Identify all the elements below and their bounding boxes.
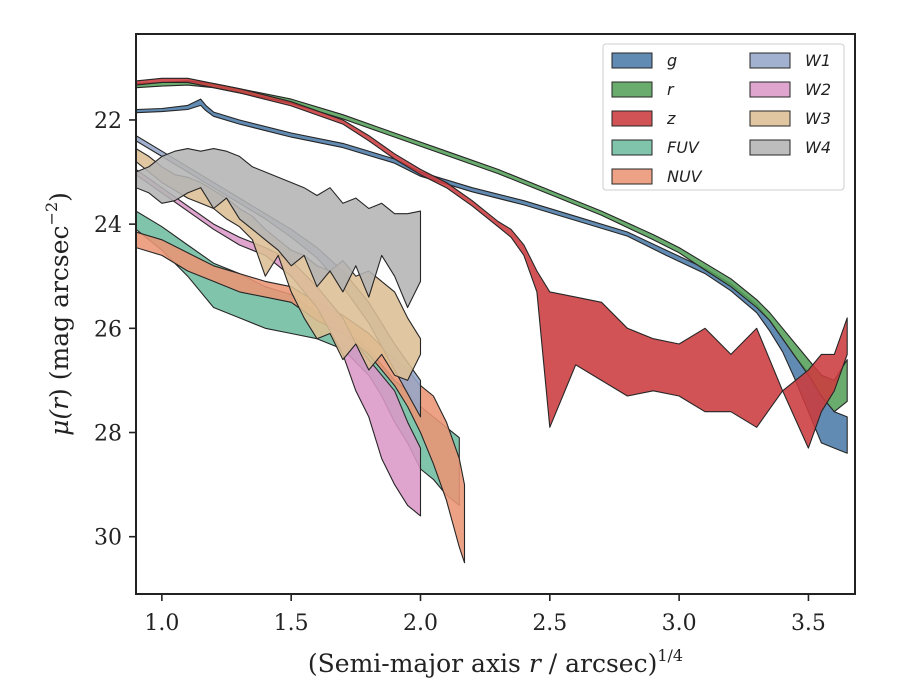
y-axis-title: μ(r) (mag arcsec−2) xyxy=(42,192,74,436)
legend: grz FUV NUV W1 W2 W3 W4 xyxy=(602,43,845,191)
series-layer xyxy=(136,77,848,564)
legend-swatch-r xyxy=(611,81,653,98)
legend-label-w3: W3 xyxy=(805,109,831,128)
x-tick-label: 2.0 xyxy=(403,611,438,636)
legend-swatch-w3 xyxy=(749,110,791,127)
series-band-z xyxy=(136,77,848,449)
legend-swatch-z xyxy=(611,110,653,127)
legend-swatch-w4 xyxy=(749,139,791,156)
plot-frame xyxy=(135,33,856,595)
x-tick-label: 3.0 xyxy=(662,611,697,636)
y-tick-label: 24 xyxy=(94,213,122,238)
x-tick-label: 2.5 xyxy=(532,611,567,636)
legend-label-w4: W4 xyxy=(805,138,831,157)
y-tick-label: 22 xyxy=(94,109,122,134)
series-band-r xyxy=(136,80,848,413)
legend-swatch-fuv xyxy=(611,139,653,156)
x-axis: 1.0 1.5 2.0 2.5 3.0 3.5 xyxy=(144,594,826,636)
legend-swatch-w2 xyxy=(749,81,791,98)
legend-label-nuv: NUV xyxy=(667,167,703,186)
y-tick-label: 30 xyxy=(94,526,122,551)
legend-label-r: r xyxy=(667,80,675,99)
x-tick-label: 1.0 xyxy=(144,611,179,636)
x-axis-title: (Semi-major axis r / arcsec)1/4 xyxy=(308,646,683,678)
legend-swatch-nuv xyxy=(611,168,653,185)
y-tick-label: 28 xyxy=(94,422,122,447)
legend-swatch-g xyxy=(611,52,653,69)
y-tick-label: 26 xyxy=(94,317,122,342)
y-axis: 22 24 26 28 30 xyxy=(94,109,136,551)
series-band-w4 xyxy=(136,148,422,309)
series-band-g xyxy=(136,98,848,454)
legend-label-z: z xyxy=(666,109,676,128)
legend-swatch-w1 xyxy=(749,52,791,69)
legend-label-fuv: FUV xyxy=(667,138,700,157)
legend-label-w1: W1 xyxy=(805,51,831,70)
legend-label-w2: W2 xyxy=(805,80,831,99)
x-tick-label: 1.5 xyxy=(274,611,309,636)
legend-label-g: g xyxy=(667,51,677,70)
x-tick-label: 3.5 xyxy=(791,611,826,636)
